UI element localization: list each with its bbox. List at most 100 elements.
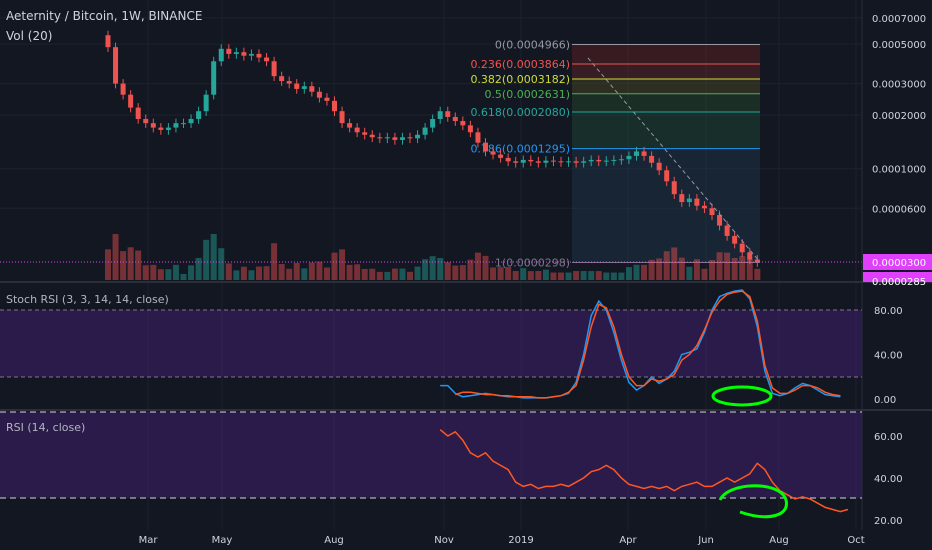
volume-bar <box>142 265 149 280</box>
volume-bar <box>678 257 685 280</box>
candle-body <box>128 94 134 108</box>
candle-body <box>747 252 753 260</box>
chart-title: Aeternity / Bitcoin, 1W, BINANCE <box>6 9 202 23</box>
volume-bar <box>120 251 127 280</box>
volume-bar <box>618 272 625 280</box>
volume-bar <box>580 271 587 280</box>
volume-bar <box>527 271 534 280</box>
volume-bar <box>225 263 232 280</box>
volume-bar <box>248 270 255 280</box>
candle-body <box>324 97 330 101</box>
candle-body <box>664 170 670 182</box>
price-axis[interactable]: 0.0007000 0.0005000 0.0003000 0.0002000 0.00… <box>872 14 926 527</box>
candle-body <box>754 259 760 262</box>
volume-bar <box>558 272 564 280</box>
candle-body <box>528 159 534 162</box>
candle-body <box>332 100 337 112</box>
candle-body <box>460 121 466 126</box>
candle-body <box>384 137 390 139</box>
candle-body <box>732 235 738 244</box>
annotation-circle-rsi[interactable] <box>718 484 788 519</box>
candle-body <box>618 159 624 161</box>
volume-bar <box>331 252 338 280</box>
stoch-k-line <box>440 289 841 399</box>
volume-bar <box>308 262 315 280</box>
volume-bar <box>709 260 715 280</box>
stoch-tick-label: 80.00 <box>874 306 903 317</box>
candle-body <box>626 155 632 160</box>
volume-bar <box>240 266 247 280</box>
fib-zone <box>572 63 760 80</box>
candle-body <box>218 48 224 62</box>
candle-body <box>490 151 496 155</box>
rsi-tick-label: 60.00 <box>874 432 903 443</box>
time-tick-label: Apr <box>619 535 637 546</box>
candle-body <box>354 127 360 133</box>
candle-body <box>226 48 232 54</box>
candle-body <box>392 137 398 140</box>
stoch-d-line <box>455 290 841 399</box>
volume-bar <box>467 259 474 280</box>
candle-body <box>550 160 556 162</box>
volume-bar <box>293 262 300 280</box>
volume-bar <box>648 259 655 280</box>
candle-body <box>452 116 458 122</box>
candle-body <box>369 134 375 138</box>
candle-body <box>256 53 262 58</box>
volume-bar <box>520 268 527 280</box>
volume-bar <box>482 255 489 280</box>
candle-body <box>211 61 217 95</box>
volume-bar <box>444 262 451 280</box>
candle-body <box>543 160 549 163</box>
volume-bar <box>376 271 383 280</box>
volume-bar <box>391 268 398 280</box>
fib-level-label: 0.5(0.0002631) <box>484 88 570 101</box>
rsi-band <box>0 412 862 498</box>
candlesticks <box>105 30 760 267</box>
volume-bar <box>663 251 670 280</box>
volume-bar <box>157 269 164 280</box>
volume-bar <box>339 249 346 280</box>
time-tick-label: Oct <box>847 535 864 546</box>
volume-bar <box>399 268 406 280</box>
candle-body <box>150 123 156 128</box>
volume-bar <box>716 252 723 280</box>
volume-bar <box>610 272 617 280</box>
fib-retracement[interactable]: 0(0.0004966) 0.236(0.0003864) 0.382(0.0003… <box>470 39 760 270</box>
volume-bars <box>105 234 761 280</box>
trend-line[interactable] <box>587 57 761 263</box>
annotation-circle-stoch[interactable] <box>711 385 773 407</box>
current-price-text: 0.0000300 <box>872 258 926 269</box>
volume-bar <box>271 243 278 280</box>
stoch-tick-label: 40.00 <box>874 351 903 362</box>
volume-bar <box>188 265 195 280</box>
candle-body <box>634 151 639 156</box>
candle-body <box>566 161 572 163</box>
candle-body <box>611 159 617 161</box>
volume-bar <box>693 259 700 280</box>
price-tick-label: 0.0003000 <box>872 80 926 91</box>
volume-bar <box>346 264 353 280</box>
volume-bar <box>150 264 157 280</box>
candle-body <box>467 125 473 133</box>
fib-zone <box>572 148 760 263</box>
candle-body <box>573 161 579 163</box>
fib-level-label: 0.236(0.0003864) <box>470 58 570 71</box>
time-tick-label: Jun <box>697 535 714 546</box>
volume-bar <box>671 247 678 280</box>
volume-bar <box>746 259 753 280</box>
candle-body <box>294 83 300 89</box>
time-tick-label: Nov <box>434 535 454 546</box>
volume-bar <box>641 264 648 280</box>
candle-body <box>701 205 707 209</box>
candle-body <box>203 94 209 112</box>
volume-bar <box>218 248 225 280</box>
fib-zone <box>572 93 760 112</box>
candle-body <box>271 61 277 77</box>
volume-bar <box>505 266 512 280</box>
candle-body <box>581 161 587 163</box>
volume-bar <box>414 266 421 280</box>
candle-body <box>173 123 179 128</box>
time-axis[interactable]: Mar May Aug Nov 2019 Apr Jun Aug Oct <box>139 535 865 546</box>
